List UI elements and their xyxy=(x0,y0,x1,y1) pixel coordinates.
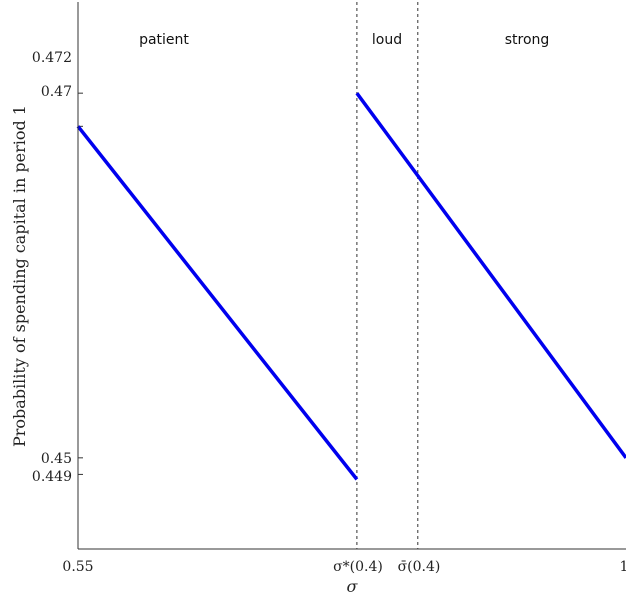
series-line-segment xyxy=(76,125,359,481)
x-tick-label: 1 xyxy=(620,559,626,575)
y-axis-label: Probability of spending capital in perio… xyxy=(10,105,29,447)
region-label-patient: patient xyxy=(139,32,189,48)
series-line-segment xyxy=(355,92,626,459)
y-tick-label: 0.472 xyxy=(32,50,72,66)
x-tick-label: σ̄(0.4) xyxy=(398,559,441,575)
y-tick-label: 0.47 xyxy=(41,84,72,100)
x-axis-label: σ xyxy=(347,577,359,596)
x-tick-label: σ*(0.4) xyxy=(333,559,383,575)
y-tick-label: 0.449 xyxy=(32,469,72,485)
y-tick-label: 0.45 xyxy=(41,451,72,467)
x-tick-label: 0.55 xyxy=(62,559,93,575)
region-label-strong: strong xyxy=(505,32,550,48)
region-label-loud: loud xyxy=(372,32,402,48)
